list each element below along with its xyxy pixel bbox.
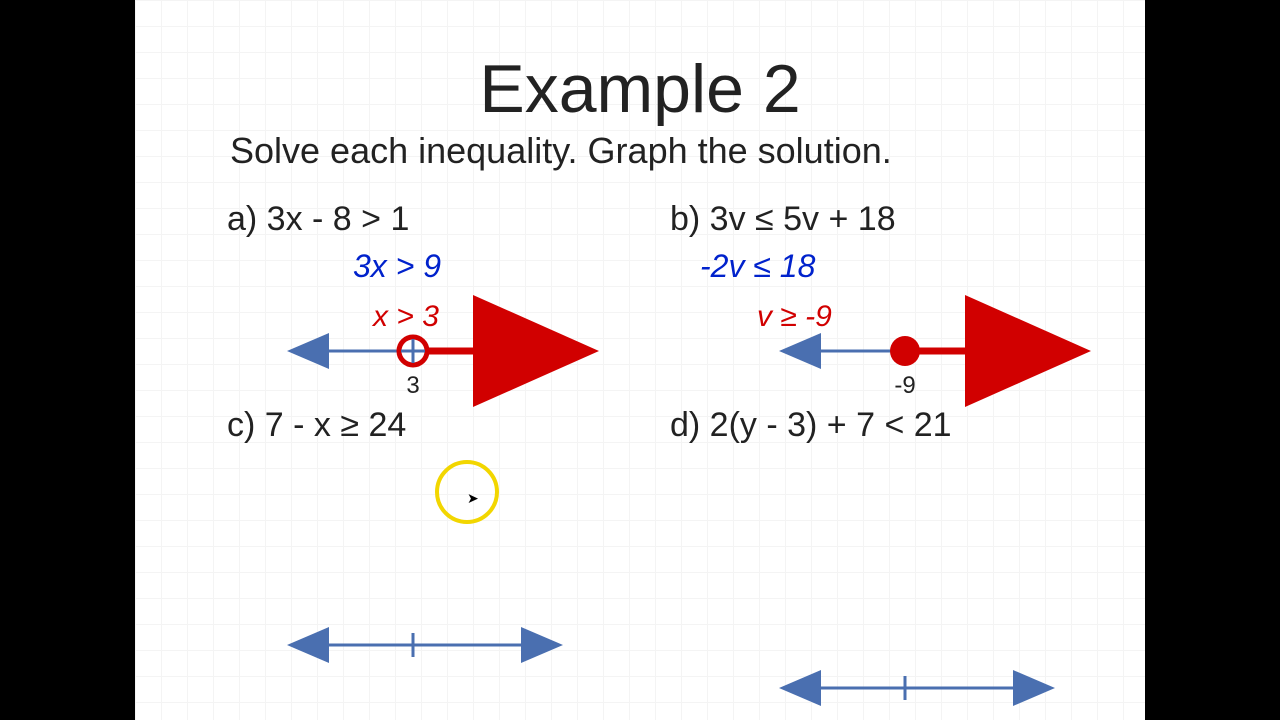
- numberline-a: [285, 336, 565, 366]
- problem-b-step2: v ≥ -9: [757, 300, 832, 334]
- numberline-a-tick-label: 3: [406, 372, 419, 400]
- problem-a-step1: 3x > 9: [353, 248, 441, 285]
- cursor-icon: ➤: [467, 490, 479, 507]
- numberline-c: [285, 630, 565, 660]
- problem-c-text: c) 7 - x ≥ 24: [227, 406, 406, 445]
- problem-a-text: a) 3x - 8 > 1: [227, 200, 409, 239]
- problem-a-step2: x > 3: [373, 300, 439, 334]
- numberline-d: [777, 673, 1057, 703]
- problem-b-step1: -2v ≤ 18: [700, 248, 815, 285]
- page-subtitle: Solve each inequality. Graph the solutio…: [230, 130, 892, 172]
- problem-b-text: b) 3v ≤ 5v + 18: [670, 200, 896, 239]
- problem-d-text: d) 2(y - 3) + 7 < 21: [670, 406, 952, 445]
- slide: Example 2 Solve each inequality. Graph t…: [135, 0, 1145, 720]
- numberline-b: [777, 336, 1057, 366]
- numberline-b-tick-label: -9: [894, 372, 915, 400]
- cursor-highlight: ➤: [435, 460, 499, 524]
- page-title: Example 2: [135, 50, 1145, 128]
